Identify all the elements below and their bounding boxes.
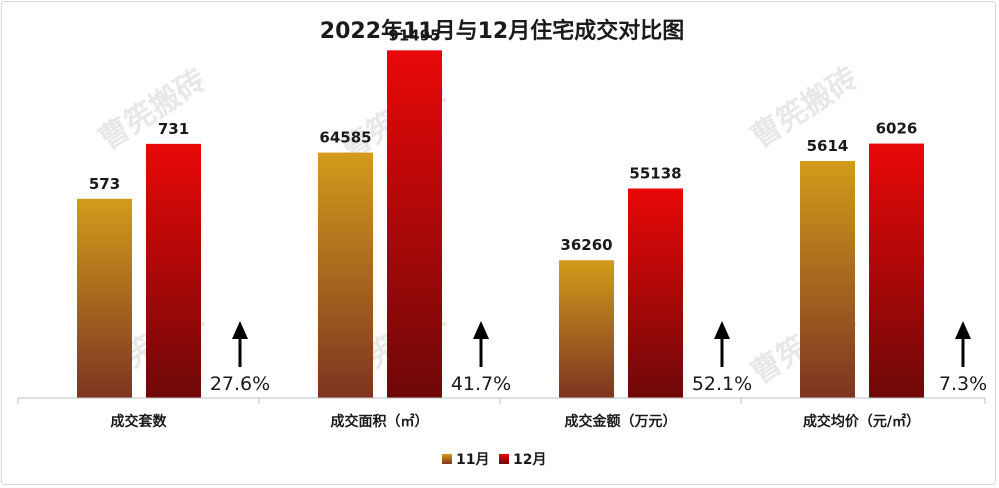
chart-title: 2022年11月与12月住宅成交对比图	[320, 18, 684, 44]
data-label: 36260	[560, 236, 612, 254]
legend: 11月 12月	[442, 452, 546, 468]
bar-nov	[77, 198, 132, 398]
up-arrow-head	[955, 321, 971, 339]
change-percent: 41.7%	[451, 373, 511, 395]
bar-dec	[387, 50, 442, 398]
watermark-text: 曹筅搬砖	[93, 63, 213, 158]
bar-nov	[318, 152, 373, 398]
change-percent: 7.3%	[939, 373, 987, 395]
data-label: 6026	[876, 120, 918, 138]
data-label: 573	[89, 175, 120, 193]
x-tick-label: 成交面积（㎡）	[331, 413, 429, 430]
up-arrow-head	[714, 321, 730, 339]
x-tick-label: 成交套数	[111, 413, 168, 430]
bar-dec	[628, 188, 683, 398]
bar-nov	[800, 160, 855, 398]
x-tick-label: 成交金额（万元）	[565, 413, 677, 430]
bar-dec	[146, 143, 201, 398]
change-percent: 52.1%	[692, 373, 752, 395]
watermark-layer: 曹筅搬砖曹筅搬砖曹筅搬砖曹筅搬砖曹筅搬砖曹筅搬砖	[93, 61, 865, 392]
plot-area: 573 731 27.6% 成交套数 64585 91495 41.7% 成交面积（㎡） 362…	[17, 26, 987, 430]
change-percent: 27.6%	[210, 373, 270, 395]
data-label: 55138	[629, 164, 681, 182]
data-label: 91495	[388, 26, 440, 44]
data-label: 64585	[319, 129, 371, 147]
up-arrow-head	[473, 321, 489, 339]
legend-label: 11月	[456, 452, 489, 468]
x-tick-label: 成交均价（元/㎡）	[803, 413, 920, 430]
up-arrow-head	[232, 321, 248, 339]
legend-swatch	[442, 454, 452, 464]
data-label: 731	[158, 120, 189, 138]
bar-dec	[869, 143, 924, 398]
legend-label: 12月	[513, 452, 546, 468]
data-label: 5614	[807, 137, 849, 155]
bar-nov	[559, 260, 614, 398]
legend-swatch	[499, 454, 509, 464]
